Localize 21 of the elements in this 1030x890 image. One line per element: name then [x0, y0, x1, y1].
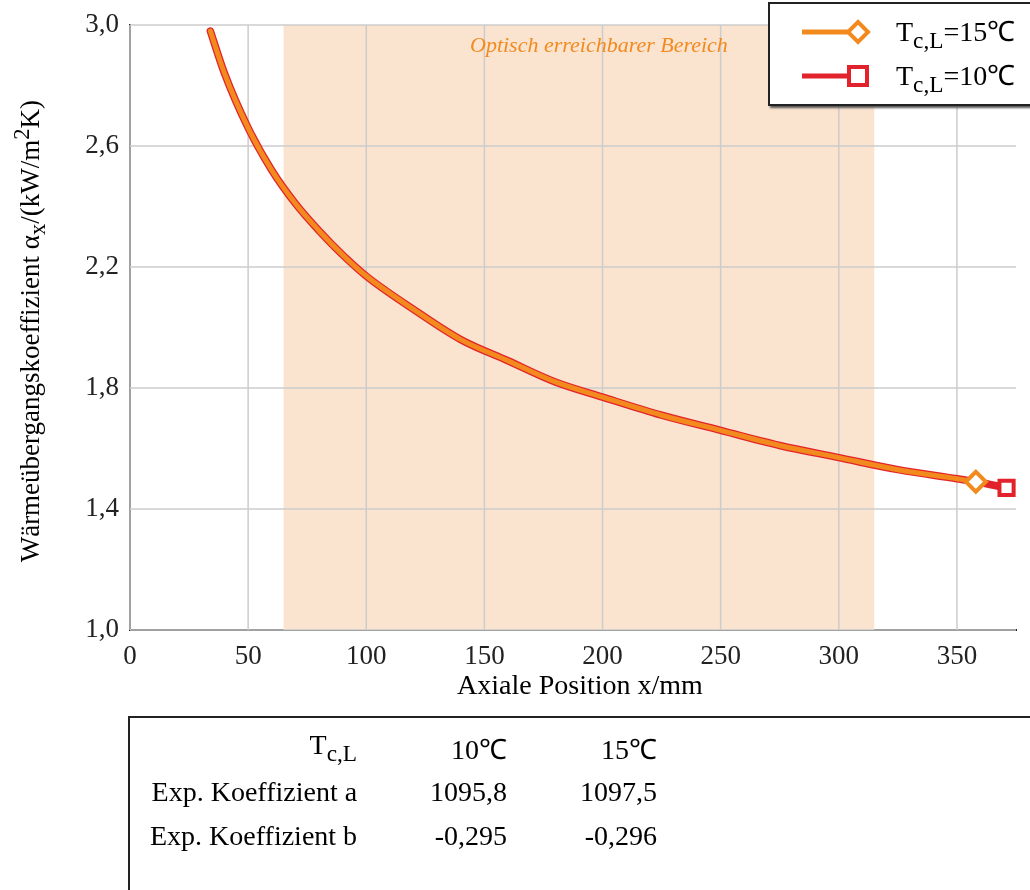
legend-label: T$_{c,L}$=15℃ [896, 14, 1016, 54]
y-tick-label: 3,0 [85, 8, 119, 39]
x-tick-label: 350 [936, 640, 978, 671]
x-tick-label: 150 [464, 640, 505, 671]
y-tick-label: 2,2 [85, 250, 119, 281]
x-tick-label: 200 [582, 640, 623, 671]
y-tick-label: 2,6 [85, 129, 119, 160]
x-tick-label: 50 [234, 640, 262, 671]
x-tick-label: 300 [818, 640, 860, 671]
text: Exp. Koeffizient a 1095,8 1097,5 [151, 776, 658, 807]
band-label: Optisch erreichbarer Bereich [470, 31, 728, 57]
x-axis-title: Axiale Position x/mm [457, 669, 703, 700]
y-tick-label: 1,4 [85, 492, 120, 523]
x-tick-label: 250 [700, 640, 741, 671]
text: T$_{c,L}$ 10℃ 15℃ [309, 729, 658, 766]
y-tick-label: 1,0 [85, 613, 119, 644]
x-tick-label: 100 [346, 640, 387, 671]
legend-label: T$_{c,L}$=10℃ [896, 58, 1016, 98]
x-tick-label: 0 [123, 640, 137, 671]
y-tick-label: 1,8 [85, 371, 119, 402]
text: Exp. Koeffizient b -0,295 -0,296 [150, 820, 658, 851]
